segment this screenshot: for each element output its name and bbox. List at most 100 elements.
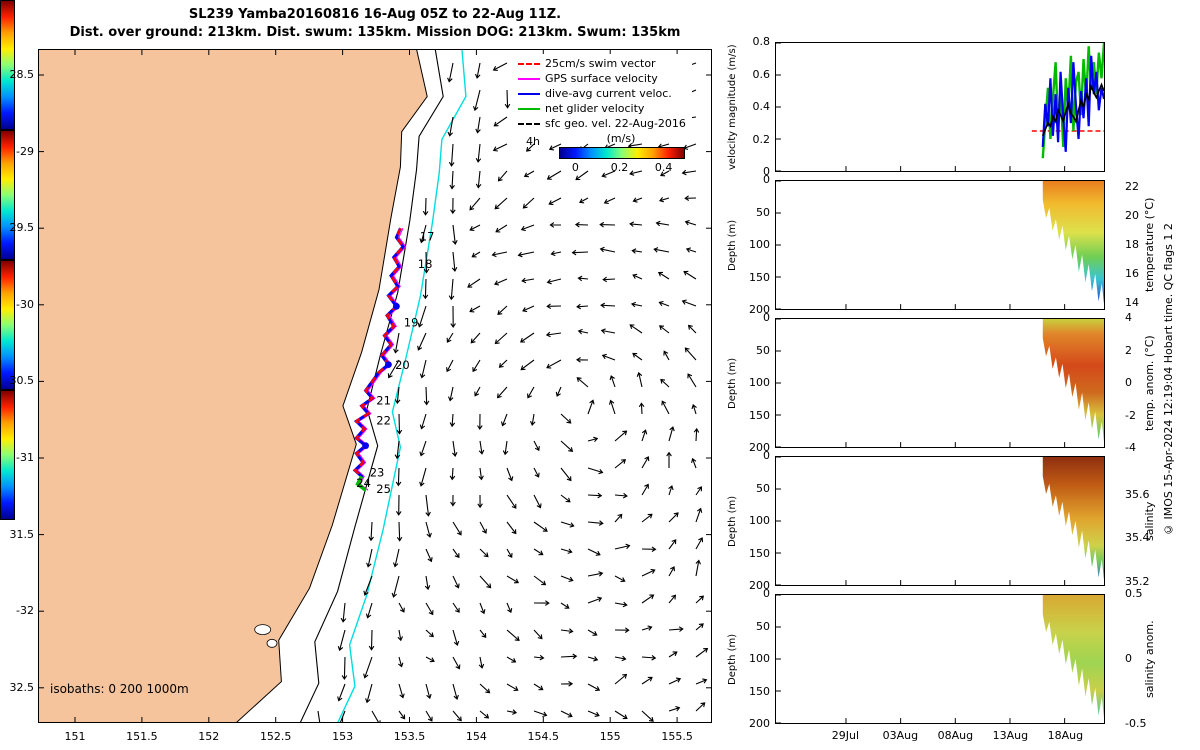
colorbar-axis-label: salinity	[1143, 501, 1156, 541]
map-colorbar-tick-label: 0.4	[654, 161, 673, 174]
panel-y-tick-label: 150	[749, 270, 770, 284]
colorbar-tick-label: 35.2	[1125, 574, 1150, 588]
map-y-tick-label: -32	[16, 604, 34, 618]
map-y-tick-label: -30	[16, 297, 34, 311]
panel-y-tick-label: 0.8	[752, 35, 771, 48]
land-polygon	[38, 49, 428, 723]
colorbar-tick-label: 18	[1125, 238, 1139, 251]
track-day-label: 25	[376, 482, 391, 496]
map-x-tick-label: 155	[599, 730, 621, 743]
panel-y-axis-label: Depth (m)	[727, 219, 738, 271]
map-y-tick-label: 32.5	[9, 680, 35, 694]
colorbar-tick-label: -0.5	[1125, 717, 1147, 730]
map-legend: 25cm/s swim vector GPS surface velocity di…	[514, 54, 692, 133]
track-day-label: 20	[395, 358, 410, 372]
map-y-tick-label: 28.5	[9, 68, 35, 81]
panel-salinity-anomaly	[775, 594, 1105, 724]
time-x-tick-label: 13Aug	[992, 729, 1029, 742]
legend-item-label: 25cm/s swim vector	[545, 57, 656, 70]
panel-y-tick-label: 0	[763, 449, 770, 462]
map-x-tick-label: 154.5	[527, 730, 560, 743]
section-data-temperature	[1042, 181, 1104, 304]
colorbar-tick-label: 16	[1125, 266, 1139, 280]
colorbar-tick-label: 0.5	[1125, 587, 1143, 600]
panel-y-tick-label: 100	[749, 376, 770, 389]
panel-y-tick-label: 0	[763, 311, 770, 324]
colorbar-tick-label: 35.6	[1125, 488, 1150, 501]
panel-y-tick-label: 150	[749, 684, 770, 698]
isobaths-label: isobaths: 0 200 1000m	[50, 682, 189, 696]
map-x-tick-label: 152	[198, 730, 220, 743]
colorbar-tick-label: 14	[1125, 295, 1139, 309]
right-panels	[775, 0, 1107, 750]
track-day-label: 18	[418, 257, 433, 271]
panel-temperature	[775, 180, 1105, 310]
track-day-label: 21	[376, 393, 391, 407]
colorbar-tick-label: 35.4	[1125, 531, 1150, 545]
track-day-label: 24	[356, 476, 371, 490]
legend-item-label: dive-avg current veloc.	[545, 87, 672, 100]
panel-y-tick-label: 200	[749, 303, 770, 316]
legend-line-sample	[518, 77, 540, 80]
panel-velocity-canvas	[776, 43, 1104, 171]
map-colorbar-tick-label: 0.2	[610, 161, 629, 174]
map-colorbar	[559, 147, 685, 159]
panel-y-tick-label: 50	[756, 619, 770, 633]
legend-item: net glider velocity	[518, 101, 686, 116]
panel-y-tick-label: 150	[749, 408, 770, 422]
panel-y-tick-label: 0.2	[752, 132, 771, 146]
colorbar-tick-label: -4	[1125, 441, 1136, 454]
map-x-tick-label: 154	[465, 730, 487, 743]
colorbar-tick-label: 0	[1125, 652, 1132, 665]
coastal-lake	[254, 624, 272, 635]
colorbar-panel-temperature	[0, 0, 15, 130]
velocity-series-sfc-geo-vel-	[1041, 82, 1104, 137]
panel-temp-anomaly	[775, 318, 1105, 448]
map-panel: 17 18 19 20 21 22 23 24 25 25cm/s swim vector GPS…	[38, 49, 712, 723]
panel-y-tick-label: 50	[756, 481, 770, 495]
map-colorbar-ticks: 0 0.2 0.4	[559, 161, 685, 174]
legend-line-sample	[518, 122, 540, 125]
colorbar-panel-salinity	[0, 260, 15, 390]
colorbar-axis-label: temperature (°C)	[1143, 197, 1156, 293]
colorbar-axis-label: temp. anom. (°C)	[1143, 335, 1156, 431]
legend-item: dive-avg current veloc.	[518, 86, 686, 101]
panel-y-tick-label: 200	[749, 441, 770, 454]
panel-y-tick-label: 100	[749, 514, 770, 527]
panel-y-tick-label: 0.4	[752, 100, 771, 113]
panel-y-tick-label: 200	[749, 717, 770, 730]
panel-y-tick-label: 0	[763, 587, 770, 600]
panel-y-axis-label: Depth (m)	[727, 495, 738, 547]
colorbar-tick-label: 0	[1125, 376, 1132, 389]
legend-line-sample	[518, 62, 540, 65]
map-y-tick-label: 31.5	[9, 527, 35, 541]
legend-item-label: net glider velocity	[545, 102, 645, 115]
track-position-dot	[385, 361, 392, 368]
track-day-label: 17	[420, 230, 435, 244]
figure-title-line1: SL239 Yamba20160816 16-Aug 05Z to 22-Aug…	[188, 7, 562, 22]
panel-temperature-canvas	[776, 181, 1104, 309]
colorbar-panel-salinity-anomaly	[0, 390, 15, 520]
panel-y-tick-label: 50	[756, 205, 770, 219]
map-x-tick-label: 152.5	[259, 730, 292, 743]
panel-y-axis-label: Depth (m)	[727, 357, 738, 409]
panel-y-tick-label: 200	[749, 579, 770, 592]
panel-y-tick-label: 150	[749, 546, 770, 560]
panel-y-tick-label: 50	[756, 343, 770, 357]
map-y-tick-label: 29.5	[9, 221, 35, 235]
figure-title-line2: Dist. over ground: 213km. Dist. swum: 13…	[69, 25, 681, 40]
panel-y-tick-label: 0	[763, 173, 770, 186]
legend-item: GPS surface velocity	[518, 71, 686, 86]
colorbar-panel-temp-anomaly	[0, 130, 15, 260]
map-x-tick-label: 153.5	[393, 730, 426, 743]
panel-y-tick-label: 100	[749, 238, 770, 251]
time-x-tick-label: 03Aug	[882, 729, 919, 742]
section-data-salinity-anom-	[1042, 595, 1104, 718]
panel-y-tick-label: 0	[763, 165, 770, 178]
legend-item-label: GPS surface velocity	[545, 72, 658, 85]
map-x-tick-label: 153	[332, 730, 354, 743]
map-y-tick-label: -31	[16, 451, 34, 464]
panel-y-tick-label: 0.6	[752, 67, 771, 81]
